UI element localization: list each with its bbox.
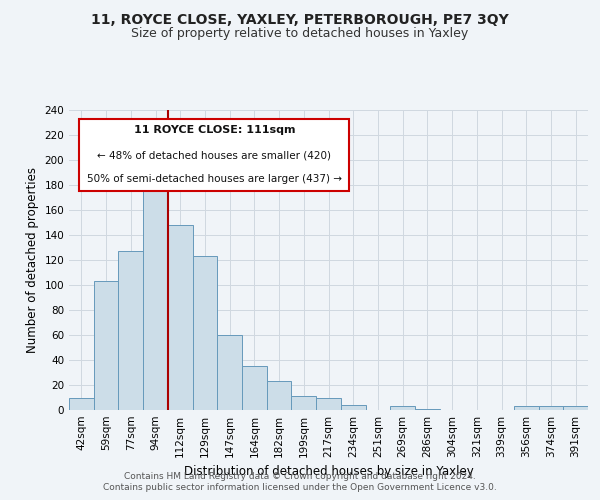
Bar (217, 335, 242, 410)
Bar (514, 406, 539, 410)
Bar (242, 366, 267, 410)
Bar (168, 225, 193, 410)
Bar (94, 281, 118, 410)
Text: Contains HM Land Registry data © Crown copyright and database right 2024.: Contains HM Land Registry data © Crown c… (124, 472, 476, 481)
Bar (390, 406, 415, 410)
Text: 11 ROYCE CLOSE: 111sqm: 11 ROYCE CLOSE: 111sqm (134, 125, 295, 135)
FancyBboxPatch shape (79, 119, 349, 191)
Bar (341, 405, 365, 410)
Text: 50% of semi-detached houses are larger (437) →: 50% of semi-detached houses are larger (… (87, 174, 342, 184)
Bar (316, 398, 341, 410)
Bar (69, 398, 94, 410)
Bar (539, 406, 563, 410)
Bar (415, 409, 440, 410)
Bar (267, 381, 292, 410)
Y-axis label: Number of detached properties: Number of detached properties (26, 167, 39, 353)
Bar (193, 256, 217, 410)
Text: 11, ROYCE CLOSE, YAXLEY, PETERBOROUGH, PE7 3QY: 11, ROYCE CLOSE, YAXLEY, PETERBOROUGH, P… (91, 12, 509, 26)
X-axis label: Distribution of detached houses by size in Yaxley: Distribution of detached houses by size … (184, 466, 473, 478)
Text: Contains public sector information licensed under the Open Government Licence v3: Contains public sector information licen… (103, 483, 497, 492)
Bar (563, 406, 588, 410)
Bar (292, 396, 316, 410)
Text: Size of property relative to detached houses in Yaxley: Size of property relative to detached ho… (131, 28, 469, 40)
Bar (143, 161, 168, 410)
Bar (118, 251, 143, 410)
Text: ← 48% of detached houses are smaller (420): ← 48% of detached houses are smaller (42… (97, 150, 331, 160)
